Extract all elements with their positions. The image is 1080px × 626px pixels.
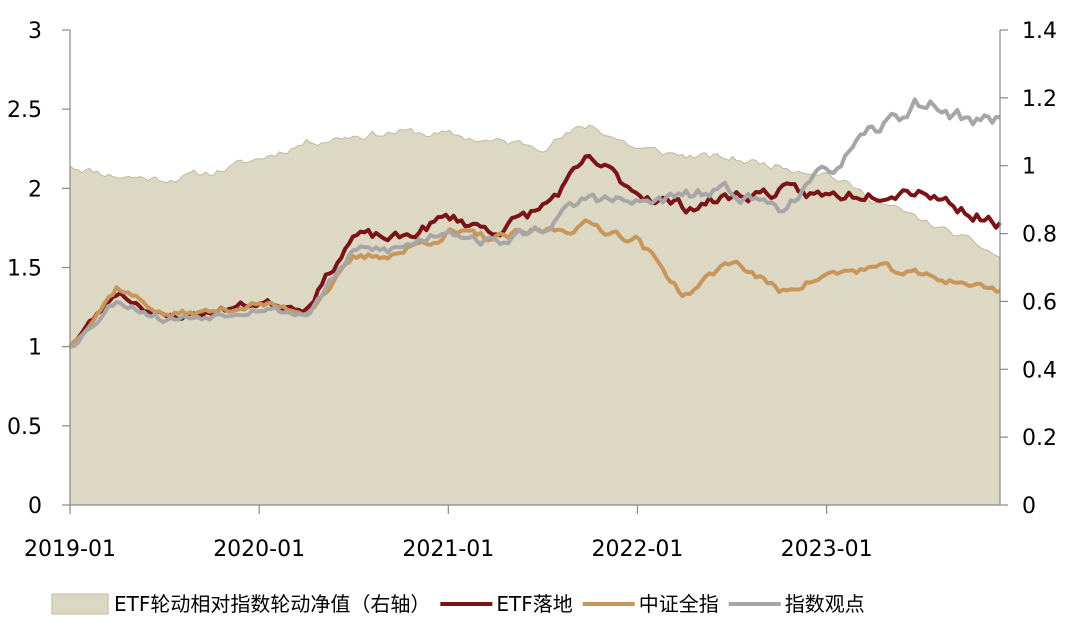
y-right-tick-label: 1.2 [1022, 87, 1057, 112]
legend-swatch-area [51, 593, 109, 615]
legend-label-1: ETF落地 [496, 592, 572, 616]
y-right-tick-label: 0 [1022, 494, 1036, 519]
x-tick-label: 2023-01 [781, 537, 873, 562]
y-right-tick-label: 0.6 [1022, 290, 1057, 315]
series-line-3 [69, 97, 1001, 349]
y-right-tick-label: 1.4 [1022, 19, 1057, 44]
y-right-tick-label: 0.4 [1022, 358, 1057, 383]
series-layer [68, 97, 1002, 506]
y-left-tick-label: 0 [28, 494, 42, 519]
legend-label-2: 中证全指 [639, 592, 719, 616]
legend-layer: ETF轮动相对指数轮动净值（右轴） ETF落地 中证全指 指数观点 [51, 592, 865, 616]
x-tick-label: 2022-01 [591, 537, 683, 562]
y-left-tick-label: 1 [28, 336, 42, 361]
x-tick-label: 2020-01 [213, 537, 305, 562]
y-left-tick-label: 0.5 [7, 415, 42, 440]
y-right-tick-label: 0.8 [1022, 223, 1057, 248]
axes-layer: 0 0.5 1 1.5 2 2.5 3 0 0.2 0.4 0.6 0.8 1 1.2 1.4 2019-01… [7, 19, 1057, 562]
series-area-etf-relative [69, 124, 1001, 506]
y-left-tick-label: 2.5 [7, 98, 42, 123]
legend-label-3: 指数观点 [785, 592, 865, 616]
series-group [68, 97, 1002, 506]
y-left-tick-label: 1.5 [7, 257, 42, 282]
y-left-tick-label: 2 [28, 177, 42, 202]
x-tick-label: 2019-01 [24, 537, 116, 562]
legend-label-0: ETF轮动相对指数轮动净值（右轴） [114, 592, 430, 616]
x-tick-label: 2021-01 [402, 537, 494, 562]
y-right-tick-label: 0.2 [1022, 426, 1057, 451]
y-left-tick-label: 3 [28, 19, 42, 44]
y-right-tick-label: 1 [1022, 155, 1036, 180]
